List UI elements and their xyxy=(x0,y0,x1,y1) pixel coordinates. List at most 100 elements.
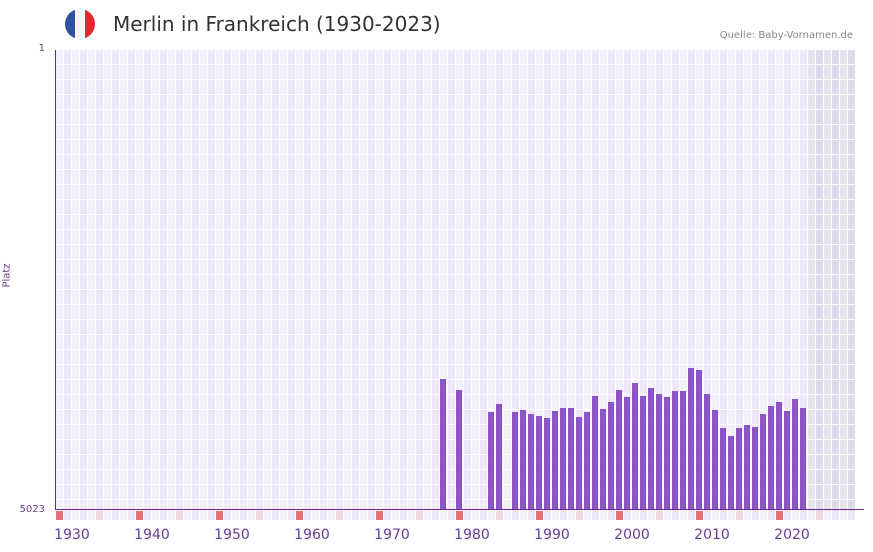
year-column xyxy=(176,50,184,514)
year-marker xyxy=(160,511,167,520)
rank-bar[interactable] xyxy=(720,428,726,510)
rank-bar[interactable] xyxy=(632,382,638,510)
year-column xyxy=(448,50,456,514)
rank-bar[interactable] xyxy=(584,412,590,510)
year-column xyxy=(104,50,112,514)
rank-bar[interactable] xyxy=(760,414,766,510)
rank-bar[interactable] xyxy=(656,394,662,510)
year-column xyxy=(824,50,832,514)
year-column xyxy=(464,50,472,514)
rank-bar[interactable] xyxy=(624,396,630,510)
year-marker xyxy=(112,511,119,520)
year-marker xyxy=(376,511,383,520)
year-marker xyxy=(768,511,775,520)
year-column xyxy=(752,50,760,514)
rank-bar[interactable] xyxy=(736,428,742,510)
rank-bar[interactable] xyxy=(568,407,574,510)
year-column xyxy=(240,50,248,514)
rank-bar[interactable] xyxy=(552,410,558,510)
rank-bar[interactable] xyxy=(440,379,446,510)
year-column xyxy=(320,50,328,514)
rank-bar[interactable] xyxy=(776,402,782,510)
rank-bar[interactable] xyxy=(792,399,798,510)
rank-bar[interactable] xyxy=(696,370,702,510)
rank-bar[interactable] xyxy=(704,394,710,510)
year-column xyxy=(392,50,400,514)
year-column xyxy=(200,50,208,514)
rank-bar[interactable] xyxy=(648,388,654,510)
year-column xyxy=(512,50,520,514)
year-column xyxy=(648,50,656,514)
x-tick-label: 1960 xyxy=(294,527,330,543)
rank-bar[interactable] xyxy=(752,427,758,510)
rank-bar[interactable] xyxy=(576,417,582,510)
rank-bar[interactable] xyxy=(456,390,462,510)
rank-bar[interactable] xyxy=(688,368,694,510)
rank-bar[interactable] xyxy=(784,410,790,510)
x-tick-label: 2000 xyxy=(614,527,650,543)
year-marker xyxy=(240,511,247,520)
year-column xyxy=(736,50,744,514)
year-marker xyxy=(528,511,535,520)
year-column xyxy=(528,50,536,514)
year-marker xyxy=(296,511,303,520)
year-column xyxy=(488,50,496,514)
rank-bar[interactable] xyxy=(544,418,550,510)
year-marker xyxy=(480,511,487,520)
year-column xyxy=(584,50,592,514)
x-tick-label: 2010 xyxy=(694,527,730,543)
year-marker xyxy=(360,511,367,520)
year-marker xyxy=(688,511,695,520)
year-marker xyxy=(552,511,559,520)
year-marker xyxy=(816,511,823,520)
year-column xyxy=(88,50,96,514)
year-column xyxy=(688,50,696,514)
year-column xyxy=(800,50,808,514)
year-marker xyxy=(712,511,719,520)
rank-bar[interactable] xyxy=(680,391,686,510)
rank-bar[interactable] xyxy=(488,412,494,510)
year-marker xyxy=(488,511,495,520)
x-axis-line xyxy=(55,509,864,510)
x-tick-label: 1970 xyxy=(374,527,410,543)
year-marker xyxy=(216,511,223,520)
year-column xyxy=(368,50,376,514)
year-marker xyxy=(288,511,295,520)
year-marker xyxy=(776,511,783,520)
y-tick-top: 1 xyxy=(38,43,45,54)
year-column xyxy=(424,50,432,514)
rank-bar[interactable] xyxy=(800,407,806,510)
year-marker xyxy=(448,511,455,520)
x-tick-label: 1990 xyxy=(534,527,570,543)
year-marker xyxy=(680,511,687,520)
rank-bar[interactable] xyxy=(608,402,614,510)
rank-bar[interactable] xyxy=(528,414,534,510)
x-tick-label: 1940 xyxy=(134,527,170,543)
rank-bar[interactable] xyxy=(712,409,718,510)
rank-bar[interactable] xyxy=(672,391,678,510)
rank-bar[interactable] xyxy=(664,396,670,510)
year-marker xyxy=(624,511,631,520)
x-tick-label: 2020 xyxy=(774,527,810,543)
year-column xyxy=(712,50,720,514)
year-marker xyxy=(200,511,207,520)
rank-bar[interactable] xyxy=(560,407,566,510)
year-column xyxy=(808,50,816,514)
year-column xyxy=(680,50,688,514)
rank-bar[interactable] xyxy=(728,436,734,510)
rank-bar[interactable] xyxy=(496,404,502,510)
rank-bar[interactable] xyxy=(600,408,606,510)
year-marker xyxy=(328,511,335,520)
rank-bar[interactable] xyxy=(744,425,750,510)
rank-bar[interactable] xyxy=(536,416,542,510)
year-column xyxy=(656,50,664,514)
rank-bar[interactable] xyxy=(640,395,646,510)
rank-bar[interactable] xyxy=(520,409,526,510)
rank-bar[interactable] xyxy=(616,390,622,510)
year-marker xyxy=(648,511,655,520)
rank-bar[interactable] xyxy=(512,412,518,510)
rank-bar[interactable] xyxy=(768,406,774,510)
rank-bar[interactable] xyxy=(592,395,598,510)
year-column xyxy=(616,50,624,514)
year-column xyxy=(72,50,80,514)
